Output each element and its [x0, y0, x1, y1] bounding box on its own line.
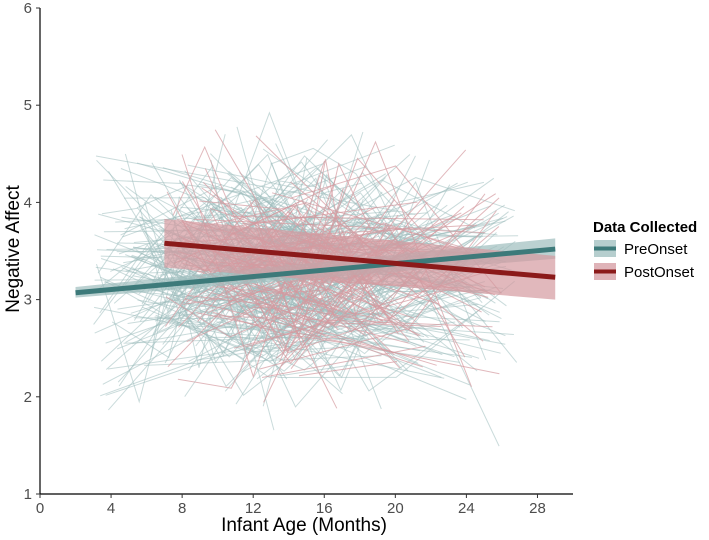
y-tick-label: 1	[24, 486, 32, 503]
individual-trajectory	[144, 355, 382, 366]
individual-trajectory	[270, 147, 400, 244]
x-tick-label: 28	[529, 500, 546, 517]
individual-trajectory	[305, 295, 401, 369]
individual-trajectory	[277, 280, 516, 378]
trend-line-preonset	[75, 246, 556, 296]
y-tick-label: 4	[24, 194, 32, 211]
individual-trajectory	[133, 317, 230, 320]
individual-trajectory	[216, 286, 332, 294]
y-tick-label: 5	[24, 97, 32, 114]
x-tick-label: 12	[245, 500, 262, 517]
individual-trajectory	[171, 297, 482, 337]
x-tick-label: 20	[387, 500, 404, 517]
individual-trajectory	[213, 315, 493, 328]
individual-trajectory	[150, 288, 310, 331]
x-tick-label: 4	[107, 500, 115, 517]
individual-trajectory	[196, 312, 500, 375]
individual-trajectory	[197, 321, 456, 361]
individual-trajectory	[101, 207, 174, 249]
individual-trajectory	[273, 315, 437, 366]
x-tick-label: 24	[458, 500, 475, 517]
individual-trajectory	[212, 292, 409, 344]
individual-trajectory	[250, 201, 455, 253]
y-axis-title: Negative Affect	[3, 185, 24, 313]
x-tick-label: 0	[36, 500, 44, 517]
individual-trajectory	[262, 345, 426, 378]
individual-trajectory	[177, 280, 339, 389]
trend-lines	[75, 240, 556, 296]
y-tick-label: 2	[24, 389, 32, 406]
legend-label-postonset: PostOnset	[624, 264, 695, 281]
individual-trajectory	[214, 129, 442, 327]
individual-trajectory	[120, 183, 223, 236]
individual-trajectory	[279, 140, 472, 387]
y-tick-label: 6	[24, 0, 32, 17]
individual-trajectory	[270, 318, 467, 400]
legend-label-preonset: PreOnset	[624, 241, 688, 258]
individual-trajectory	[185, 298, 394, 353]
individual-trajectory	[122, 163, 323, 238]
individual-trajectory	[95, 155, 416, 215]
x-tick-label: 16	[316, 500, 333, 517]
individual-trajectory	[185, 320, 353, 378]
individual-trajectory	[265, 294, 338, 409]
trend-line-postonset	[164, 240, 556, 280]
individual-trajectory	[259, 327, 413, 370]
legend: Data Collected PreOnset PostOnset	[593, 219, 697, 281]
y-tick-label: 3	[24, 292, 32, 309]
legend-title: Data Collected	[593, 219, 697, 236]
x-axis-title: Infant Age (Months)	[221, 515, 387, 536]
individual-trajectory	[233, 288, 450, 349]
individual-trajectory	[231, 215, 484, 221]
axes	[36, 7, 573, 498]
x-tick-label: 8	[178, 500, 186, 517]
individual-trajectory	[298, 361, 398, 377]
individual-trajectory	[96, 236, 183, 404]
individual-trajectory	[271, 192, 490, 256]
